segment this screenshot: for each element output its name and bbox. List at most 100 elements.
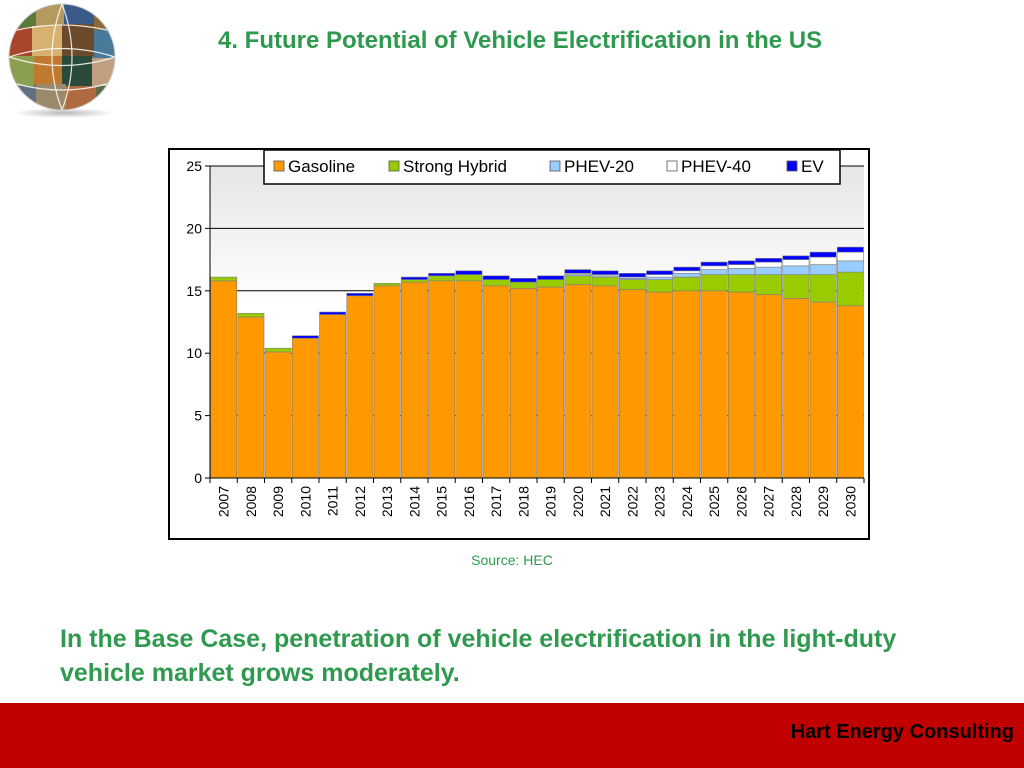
- bar-segment: [809, 264, 837, 275]
- bar-segment: [836, 260, 864, 273]
- x-tick-label: 2011: [325, 486, 341, 516]
- bar-segment: [782, 259, 810, 267]
- legend-label: Strong Hybrid: [403, 157, 507, 176]
- bar-segment: [591, 285, 619, 479]
- bar-segment: [537, 275, 565, 280]
- x-tick-label: 2019: [543, 486, 559, 517]
- bar-segment: [782, 297, 810, 479]
- y-tick-label: 10: [186, 345, 202, 361]
- chart-frame: 0 5 10 15 20 25 2007 2008 2009 2010 2011 2012 2013 20…: [168, 148, 870, 540]
- bar-segment: [537, 279, 565, 288]
- legend-label: EV: [801, 157, 824, 176]
- y-tick-label: 25: [186, 158, 202, 174]
- bar-segment: [319, 314, 347, 479]
- bar-segment: [755, 294, 783, 479]
- bar-segment: [673, 276, 701, 292]
- bar-segment: [646, 274, 674, 278]
- bar-segment: [537, 286, 565, 479]
- bar-segment: [400, 281, 428, 479]
- bar-segment: [700, 274, 728, 292]
- bar-segment: [400, 276, 428, 280]
- bar-segment: [400, 279, 428, 283]
- bar-segment: [700, 269, 728, 275]
- x-tick-label: 2009: [270, 486, 286, 517]
- source-note: Source: HEC: [471, 552, 553, 568]
- bar-segment: [755, 258, 783, 263]
- bar-segment: [809, 274, 837, 303]
- bar-segment: [673, 290, 701, 479]
- x-tick-label: 2017: [488, 486, 504, 517]
- legend-label: PHEV-20: [564, 157, 634, 176]
- legend-swatch: [666, 160, 678, 172]
- bar-segment: [237, 316, 265, 479]
- bar-segment: [618, 289, 646, 479]
- bar-segment: [291, 335, 319, 339]
- bar-segment: [482, 285, 510, 479]
- x-tick-label: 2008: [243, 486, 259, 517]
- bar-segment: [591, 276, 619, 287]
- x-tick-label: 2025: [706, 486, 722, 517]
- x-tick-label: 2022: [624, 486, 640, 517]
- bar-segment: [700, 290, 728, 479]
- bar-segment: [673, 266, 701, 272]
- bar-segment: [564, 284, 592, 479]
- bar-segment: [727, 274, 755, 293]
- bar-segment: [809, 256, 837, 265]
- x-tick-label: 2013: [379, 486, 395, 517]
- bar-segment: [509, 281, 537, 289]
- bar-segment: [646, 291, 674, 479]
- bar-segment: [428, 275, 456, 282]
- bar-segment: [646, 270, 674, 275]
- x-tick-label: 2015: [434, 486, 450, 517]
- bar-segment: [727, 264, 755, 269]
- bar-segment: [291, 337, 319, 479]
- bar-segment: [727, 268, 755, 275]
- bar-segment: [591, 270, 619, 275]
- bar-segment: [455, 270, 483, 275]
- slide-title: 4. Future Potential of Vehicle Electrifi…: [218, 27, 823, 54]
- bar-segment: [836, 246, 864, 253]
- company-logo-globe: [8, 3, 116, 118]
- y-tick-label: 0: [194, 470, 202, 486]
- bar-segment: [618, 273, 646, 278]
- bar-segment: [210, 276, 238, 282]
- legend-swatch: [388, 160, 400, 172]
- x-tick-label: 2016: [461, 486, 477, 517]
- legend-swatch: [549, 160, 561, 172]
- bar-segment: [755, 261, 783, 268]
- bar-segment: [618, 279, 646, 290]
- bar-segment: [428, 280, 456, 479]
- bar-segment: [755, 266, 783, 275]
- x-tick-label: 2021: [597, 486, 613, 517]
- x-tick-label: 2012: [352, 486, 368, 517]
- x-tick-label: 2007: [216, 486, 232, 517]
- bar-segment: [727, 260, 755, 265]
- legend-swatch: [786, 160, 798, 172]
- x-tick-label: 2027: [761, 486, 777, 517]
- bar-segment: [509, 278, 537, 283]
- bar-segment: [346, 292, 374, 297]
- y-tick-label: 15: [186, 283, 202, 299]
- x-tick-label: 2028: [788, 486, 804, 517]
- x-tick-label: 2023: [652, 486, 668, 517]
- bar-segment: [264, 347, 292, 353]
- bar-segment: [809, 251, 837, 258]
- legend-label: Gasoline: [288, 157, 355, 176]
- y-tick-label: 20: [186, 220, 202, 236]
- footer-company-name: Hart Energy Consulting: [790, 721, 1014, 743]
- bar-segment: [564, 269, 592, 274]
- x-tick-label: 2029: [815, 486, 831, 517]
- bar-segment: [346, 295, 374, 479]
- bar-segment: [428, 273, 456, 277]
- bar-segment: [509, 288, 537, 479]
- bar-segment: [836, 251, 864, 262]
- bar-segment: [809, 301, 837, 479]
- bar-segment: [782, 265, 810, 275]
- bar-segment: [673, 270, 701, 274]
- bar-segment: [319, 311, 347, 315]
- bar-segment: [646, 279, 674, 293]
- x-tick-label: 2020: [570, 486, 586, 517]
- x-tick-label: 2026: [733, 486, 749, 517]
- bar-segment: [373, 285, 401, 479]
- bar-segment: [455, 280, 483, 479]
